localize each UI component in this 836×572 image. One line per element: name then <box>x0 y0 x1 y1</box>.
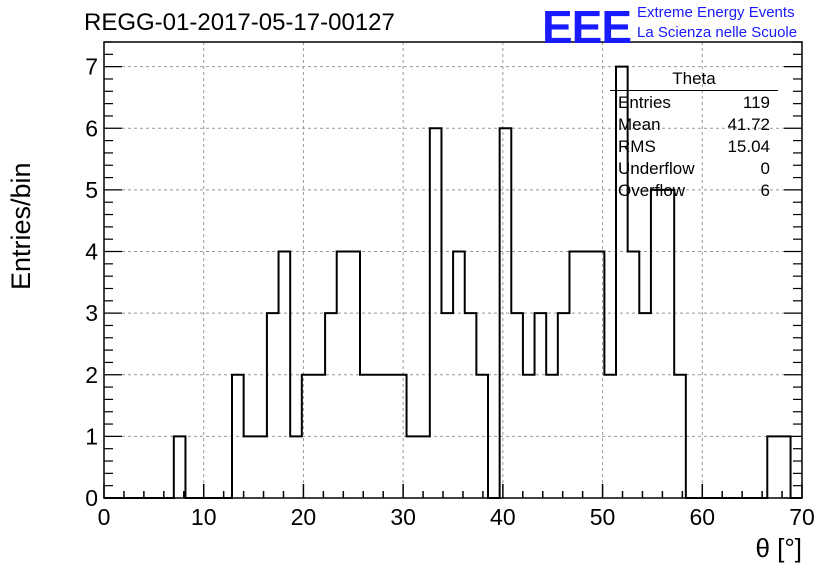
y-axis-label: Entries/bin <box>6 162 36 290</box>
y-tick-labels: 0 1 2 3 4 5 6 7 <box>85 54 98 511</box>
y-tick-label: 0 <box>85 485 98 511</box>
x-tick-label: 20 <box>291 504 317 530</box>
x-tick-label: 50 <box>590 504 616 530</box>
stats-row-underflow: Underflow 0 <box>610 157 778 179</box>
x-tick-label: 70 <box>789 504 815 530</box>
logo-caption: Extreme Energy Events La Scienza nelle S… <box>637 3 797 43</box>
stats-row-rms: RMS 15.04 <box>610 135 778 157</box>
logo-line-2: La Scienza nelle Scuole <box>637 24 798 41</box>
y-tick-label: 3 <box>85 300 98 326</box>
plot-frame <box>103 41 803 499</box>
logo-line-1: Extreme Energy Events <box>637 4 795 21</box>
stats-box: Theta Entries 119 Mean 41.72 RMS 15.04 U… <box>610 68 778 201</box>
chart-title: REGG-01-2017-05-17-00127 <box>84 9 395 36</box>
y-tick-label: 5 <box>85 177 98 203</box>
y-tick-label: 1 <box>85 423 98 449</box>
stats-value: 15.04 <box>727 137 770 156</box>
x-tick-label: 60 <box>689 504 715 530</box>
stats-label: RMS <box>618 137 656 156</box>
axis-ticks <box>103 41 803 499</box>
stats-label: Mean <box>618 115 661 134</box>
stats-row-mean: Mean 41.72 <box>610 113 778 135</box>
stats-label: Underflow <box>618 159 695 178</box>
x-tick-label: 10 <box>191 504 217 530</box>
stats-value: 0 <box>760 159 770 178</box>
stats-row-entries: Entries 119 <box>610 91 778 113</box>
stats-label: Overflow <box>618 181 686 200</box>
y-tick-label: 2 <box>85 362 98 388</box>
stats-value: 41.72 <box>727 115 770 134</box>
y-tick-label: 4 <box>85 239 98 265</box>
x-tick-label: 0 <box>98 504 111 530</box>
stats-value: 119 <box>742 93 770 112</box>
histogram-series-theta <box>104 65 802 499</box>
y-tick-label: 6 <box>85 115 98 141</box>
stats-value: 6 <box>760 181 770 200</box>
stats-title: Theta <box>610 68 778 91</box>
x-tick-labels: 0 10 20 30 40 50 60 70 <box>98 504 815 530</box>
x-tick-label: 40 <box>490 504 516 530</box>
eee-logo: EEE <box>542 1 632 53</box>
x-tick-label: 30 <box>390 504 416 530</box>
stats-row-overflow: Overflow 6 <box>610 179 778 201</box>
x-axis-label: θ [°] <box>755 533 802 563</box>
y-tick-label: 7 <box>85 54 98 80</box>
stats-label: Entries <box>618 93 671 112</box>
